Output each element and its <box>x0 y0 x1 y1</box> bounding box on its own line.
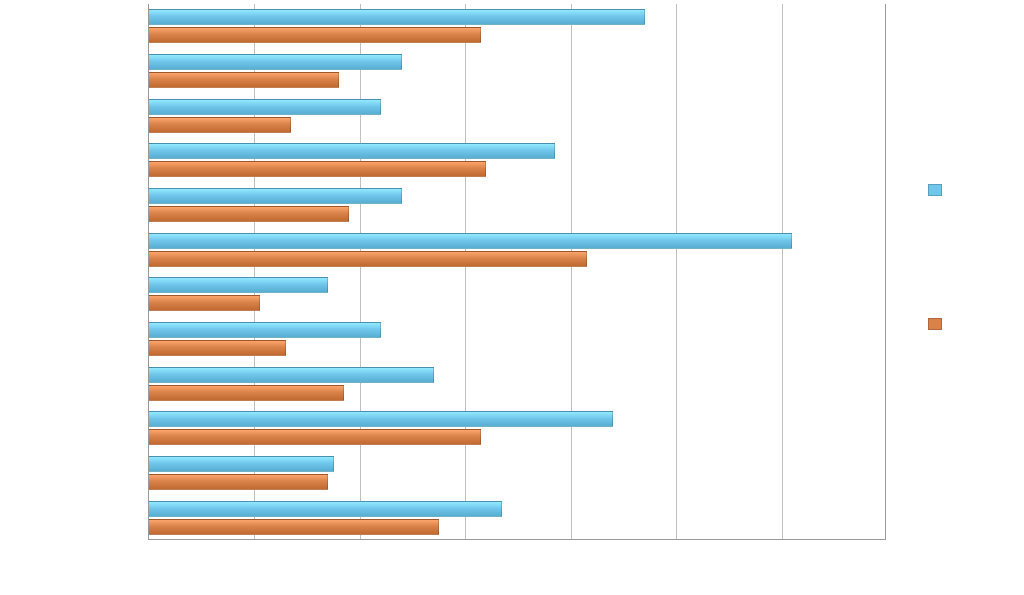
bar-s2 <box>149 27 481 43</box>
axis-end-line <box>885 4 886 539</box>
bar-s2 <box>149 295 260 311</box>
bar-s1 <box>149 411 613 427</box>
bar-s1 <box>149 277 328 293</box>
bar-s1 <box>149 501 502 517</box>
gridline <box>676 4 677 539</box>
bar-s1 <box>149 143 555 159</box>
legend-swatch-series-2 <box>928 318 942 330</box>
bar-s2 <box>149 429 481 445</box>
legend-swatch-series-1 <box>928 184 942 196</box>
bar-s2 <box>149 251 587 267</box>
chart <box>0 0 1024 595</box>
bar-s2 <box>149 117 291 133</box>
gridline <box>465 4 466 539</box>
bar-s1 <box>149 367 434 383</box>
bar-s1 <box>149 456 334 472</box>
bar-s1 <box>149 322 381 338</box>
bar-s2 <box>149 72 339 88</box>
gridline <box>782 4 783 539</box>
bar-s2 <box>149 519 439 535</box>
bar-s1 <box>149 233 792 249</box>
bar-s2 <box>149 385 344 401</box>
bar-s1 <box>149 188 402 204</box>
bar-s2 <box>149 161 486 177</box>
bar-s1 <box>149 54 402 70</box>
bar-s2 <box>149 206 349 222</box>
bar-s2 <box>149 340 286 356</box>
bar-s2 <box>149 474 328 490</box>
bar-s1 <box>149 9 645 25</box>
gridline <box>571 4 572 539</box>
plot-area <box>148 4 886 540</box>
bar-s1 <box>149 99 381 115</box>
gridline <box>360 4 361 539</box>
